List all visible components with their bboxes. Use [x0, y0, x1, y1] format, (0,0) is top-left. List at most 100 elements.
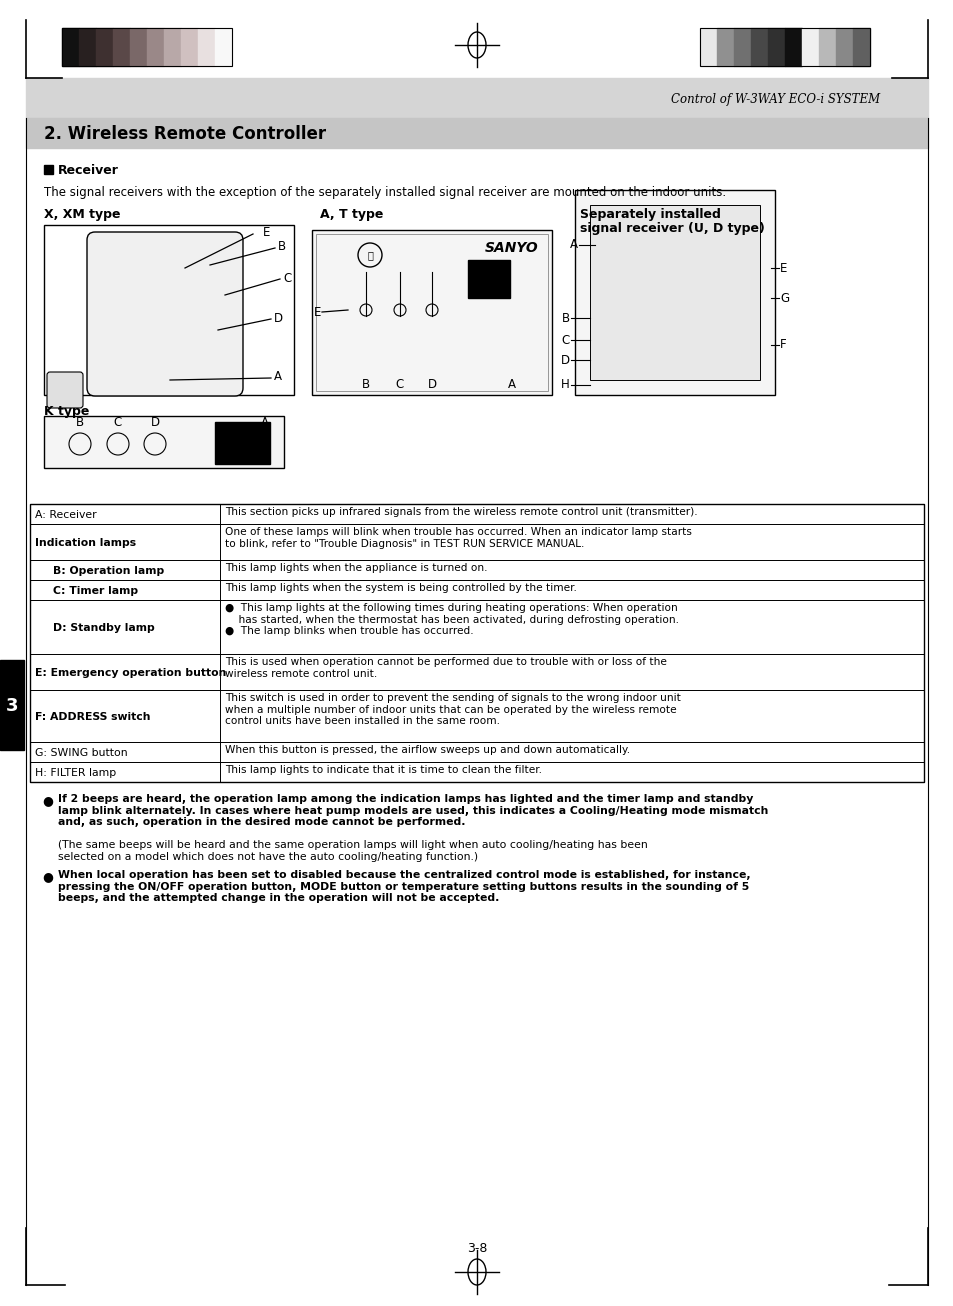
Text: X, XM type: X, XM type — [44, 208, 120, 221]
Text: signal receiver (U, D type): signal receiver (U, D type) — [579, 222, 764, 235]
Text: B: B — [277, 240, 286, 253]
FancyBboxPatch shape — [87, 232, 243, 396]
Bar — [468, 260, 510, 298]
Text: This lamp lights when the system is being controlled by the timer.: This lamp lights when the system is bein… — [225, 582, 577, 593]
Bar — [79, 27, 96, 67]
Text: This switch is used in order to prevent the sending of signals to the wrong indo: This switch is used in order to prevent … — [225, 693, 680, 726]
Text: When local operation has been set to disabled because the centralized control mo: When local operation has been set to dis… — [58, 870, 750, 904]
Bar — [700, 27, 869, 67]
Bar — [214, 27, 232, 67]
Text: D: D — [427, 379, 436, 392]
Bar — [818, 27, 835, 67]
Text: This lamp lights when the appliance is turned on.: This lamp lights when the appliance is t… — [225, 563, 487, 573]
Text: This lamp lights to indicate that it is time to clean the filter.: This lamp lights to indicate that it is … — [225, 765, 541, 774]
Text: B: Operation lamp: B: Operation lamp — [53, 565, 164, 576]
Bar — [181, 27, 198, 67]
Text: E: Emergency operation button: E: Emergency operation button — [35, 667, 226, 678]
Bar — [198, 27, 214, 67]
Bar — [62, 27, 232, 67]
Text: C: C — [561, 333, 569, 346]
Bar — [30, 504, 923, 782]
Bar — [130, 27, 147, 67]
Text: B: B — [561, 312, 569, 324]
Bar — [30, 560, 923, 580]
Bar — [30, 761, 923, 782]
Text: ⏻: ⏻ — [367, 249, 373, 260]
Text: A: A — [261, 415, 269, 428]
Bar — [767, 27, 784, 67]
Text: Receiver: Receiver — [58, 165, 119, 178]
Bar — [44, 165, 53, 174]
Text: G: SWING button: G: SWING button — [35, 748, 128, 757]
Text: C: C — [113, 415, 122, 428]
Text: E: E — [314, 306, 321, 319]
Text: F: ADDRESS switch: F: ADDRESS switch — [35, 712, 151, 722]
Text: Indication lamps: Indication lamps — [35, 538, 136, 549]
Bar — [575, 189, 774, 394]
Text: The signal receivers with the exception of the separately installed signal recei: The signal receivers with the exception … — [44, 185, 725, 199]
Text: 3: 3 — [6, 697, 18, 714]
Text: 3-8: 3-8 — [466, 1242, 487, 1255]
Text: A: A — [274, 371, 282, 384]
Bar — [26, 78, 927, 118]
Text: 2. Wireless Remote Controller: 2. Wireless Remote Controller — [44, 125, 326, 142]
Text: A: Receiver: A: Receiver — [35, 511, 96, 520]
Bar — [0, 660, 24, 750]
Text: D: D — [274, 312, 283, 324]
Bar — [30, 504, 923, 524]
Bar — [30, 580, 923, 599]
Text: D: Standby lamp: D: Standby lamp — [53, 623, 154, 633]
Bar — [30, 599, 923, 654]
Text: C: C — [283, 272, 291, 285]
Bar — [700, 27, 717, 67]
Text: This section picks up infrared signals from the wireless remote control unit (tr: This section picks up infrared signals f… — [225, 507, 697, 517]
Bar — [30, 742, 923, 761]
Text: ●  This lamp lights at the following times during heating operations: When opera: ● This lamp lights at the following time… — [225, 603, 679, 636]
Bar — [96, 27, 112, 67]
Bar — [852, 27, 869, 67]
FancyBboxPatch shape — [47, 372, 83, 407]
Bar — [30, 690, 923, 742]
Bar — [801, 27, 818, 67]
Text: D: D — [560, 354, 569, 367]
Text: ●: ● — [42, 870, 52, 883]
Text: K type: K type — [44, 405, 90, 418]
Text: A: A — [569, 239, 578, 252]
Text: A: A — [507, 379, 516, 392]
Bar — [750, 27, 767, 67]
Bar — [30, 524, 923, 560]
Text: C: Timer lamp: C: Timer lamp — [53, 586, 138, 596]
Text: SANYO: SANYO — [484, 242, 537, 255]
Text: This is used when operation cannot be performed due to trouble with or loss of t: This is used when operation cannot be pe… — [225, 657, 666, 679]
Text: H: H — [560, 379, 569, 392]
Text: A, T type: A, T type — [319, 208, 383, 221]
Text: B: B — [361, 379, 370, 392]
Bar — [835, 27, 852, 67]
Bar — [26, 118, 927, 148]
Bar — [147, 27, 164, 67]
Bar — [589, 205, 760, 380]
Text: Control of W-3WAY ECO-i SYSTEM: Control of W-3WAY ECO-i SYSTEM — [670, 93, 879, 106]
Text: If 2 beeps are heard, the operation lamp among the indication lamps has lighted : If 2 beeps are heard, the operation lamp… — [58, 794, 767, 827]
Bar — [30, 654, 923, 690]
Text: (The same beeps will be heard and the same operation lamps will light when auto : (The same beeps will be heard and the sa… — [58, 840, 647, 862]
Text: D: D — [151, 415, 159, 428]
Bar — [44, 225, 294, 394]
Text: ●: ● — [42, 794, 52, 807]
Bar — [784, 27, 801, 67]
Bar — [112, 27, 130, 67]
Text: E: E — [263, 226, 270, 239]
Text: H: FILTER lamp: H: FILTER lamp — [35, 768, 116, 778]
Text: When this button is pressed, the airflow sweeps up and down automatically.: When this button is pressed, the airflow… — [225, 744, 630, 755]
Text: B: B — [76, 415, 84, 428]
Bar — [62, 27, 79, 67]
Bar — [717, 27, 733, 67]
Text: C: C — [395, 379, 404, 392]
Bar — [733, 27, 750, 67]
Text: Separately installed: Separately installed — [579, 208, 720, 221]
Bar — [312, 230, 552, 394]
Bar — [164, 27, 181, 67]
Bar — [315, 234, 547, 390]
Text: G: G — [780, 291, 788, 304]
Text: F: F — [780, 338, 786, 351]
